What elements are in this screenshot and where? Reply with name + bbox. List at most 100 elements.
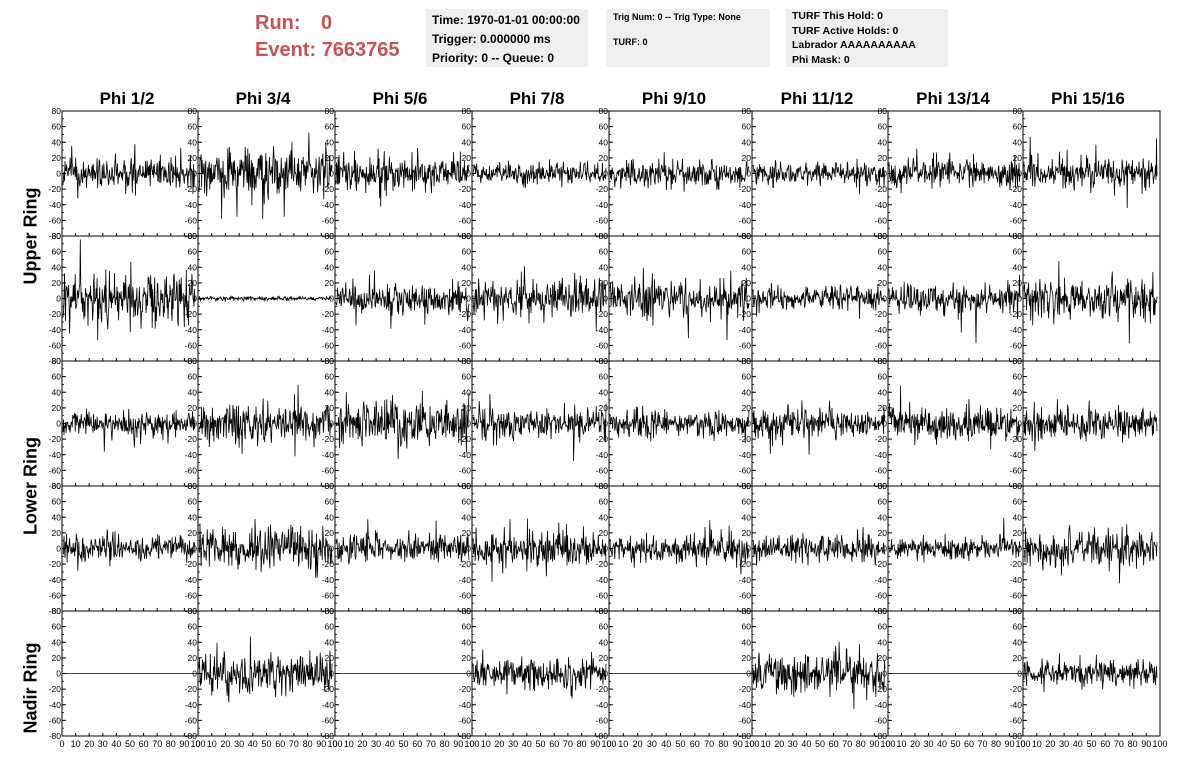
y-tick-label: 40 (878, 137, 888, 147)
y-tick-label: -60 (739, 590, 752, 600)
y-tick-label: 60 (52, 122, 62, 132)
waveform-line (1023, 524, 1158, 584)
y-tick-label: 60 (188, 622, 198, 632)
y-tick-label: -40 (49, 700, 62, 710)
x-tick-label: 30 (98, 739, 108, 749)
y-tick-label: -20 (596, 559, 609, 569)
y-tick-label: -20 (322, 559, 335, 569)
y-tick-label: 40 (599, 512, 609, 522)
x-tick-label: 90 (1141, 739, 1151, 749)
y-tick-label: -60 (49, 465, 62, 475)
x-tick-label: 50 (261, 739, 271, 749)
y-tick-label: 40 (742, 512, 752, 522)
x-tick-label: 40 (1073, 739, 1083, 749)
y-tick-label: 40 (188, 137, 198, 147)
x-tick-label: 60 (1100, 739, 1110, 749)
x-tick-label: 10 (1032, 739, 1042, 749)
waveform-line (198, 518, 333, 578)
x-tick-label: 90 (1004, 739, 1014, 749)
waveform-line (198, 132, 333, 220)
y-tick-label: 80 (599, 106, 609, 116)
y-tick-label: 80 (188, 481, 198, 491)
y-tick-label: 20 (188, 403, 198, 413)
y-tick-label: 20 (599, 278, 609, 288)
y-tick-label: 40 (599, 137, 609, 147)
run-row: Run: 0 (255, 10, 400, 37)
x-tick-label: 70 (152, 739, 162, 749)
column-header-phi-7-8: Phi 7/8 (509, 89, 565, 108)
x-tick-label: 90 (179, 739, 189, 749)
y-tick-label: -60 (1010, 465, 1023, 475)
x-tick-label: 80 (577, 739, 587, 749)
waveform-line (1023, 653, 1158, 693)
y-tick-label: 80 (52, 606, 62, 616)
y-tick-label: 0 (56, 294, 61, 304)
y-tick-label: -60 (596, 465, 609, 475)
y-tick-label: 20 (1013, 528, 1023, 538)
x-tick-label: 70 (842, 739, 852, 749)
column-header-phi-13-14: Phi 13/14 (916, 89, 990, 108)
y-tick-label: 0 (1017, 669, 1022, 679)
y-tick-label: 80 (188, 231, 198, 241)
y-tick-label: 20 (462, 653, 472, 663)
y-tick-label: -20 (596, 434, 609, 444)
y-tick-label: 80 (878, 231, 888, 241)
x-tick-label: 50 (675, 739, 685, 749)
x-tick-label: 10 (761, 739, 771, 749)
run-value: 0 (321, 12, 333, 34)
y-tick-label: 0 (329, 169, 334, 179)
y-tick-label: -60 (459, 715, 472, 725)
waveform-line (335, 270, 470, 329)
waveform-line (335, 147, 470, 207)
waveform-line (888, 385, 1021, 450)
x-tick-label: 10 (344, 739, 354, 749)
y-tick-label: -20 (322, 184, 335, 194)
y-tick-label: -60 (49, 590, 62, 600)
waveform-line (335, 519, 470, 565)
y-tick-label: 20 (1013, 153, 1023, 163)
y-tick-label: -40 (322, 700, 335, 710)
x-tick-label: 40 (248, 739, 258, 749)
y-tick-label: 80 (742, 356, 752, 366)
y-tick-label: 0 (882, 294, 887, 304)
waveform-line (752, 641, 886, 710)
y-tick-label: 0 (603, 169, 608, 179)
y-tick-label: 80 (742, 106, 752, 116)
y-tick-label: 0 (746, 669, 751, 679)
x-tick-label: 70 (563, 739, 573, 749)
x-tick-label: 50 (398, 739, 408, 749)
y-tick-label: 20 (878, 153, 888, 163)
y-tick-label: -60 (739, 215, 752, 225)
y-tick-label: -20 (322, 309, 335, 319)
y-tick-label: 0 (329, 294, 334, 304)
y-tick-label: 20 (878, 278, 888, 288)
waveform-line (198, 295, 333, 303)
y-tick-label: 0 (1017, 544, 1022, 554)
y-tick-label: -20 (739, 184, 752, 194)
x-tick-label: 50 (815, 739, 825, 749)
y-tick-label: -20 (49, 184, 62, 194)
y-tick-label: 40 (742, 262, 752, 272)
y-tick-label: 80 (1013, 606, 1023, 616)
x-tick-label: 70 (426, 739, 436, 749)
x-tick-label: 20 (84, 739, 94, 749)
y-tick-label: 60 (599, 247, 609, 257)
x-tick-label: 0 (885, 739, 890, 749)
y-tick-label: -20 (49, 434, 62, 444)
waveform-line (1023, 260, 1158, 344)
y-tick-label: 80 (1013, 481, 1023, 491)
y-tick-label: 60 (188, 372, 198, 382)
y-tick-label: 80 (742, 481, 752, 491)
x-tick-label: 0 (1020, 739, 1025, 749)
y-tick-label: 40 (188, 387, 198, 397)
y-tick-label: -20 (596, 184, 609, 194)
x-tick-label: 60 (690, 739, 700, 749)
